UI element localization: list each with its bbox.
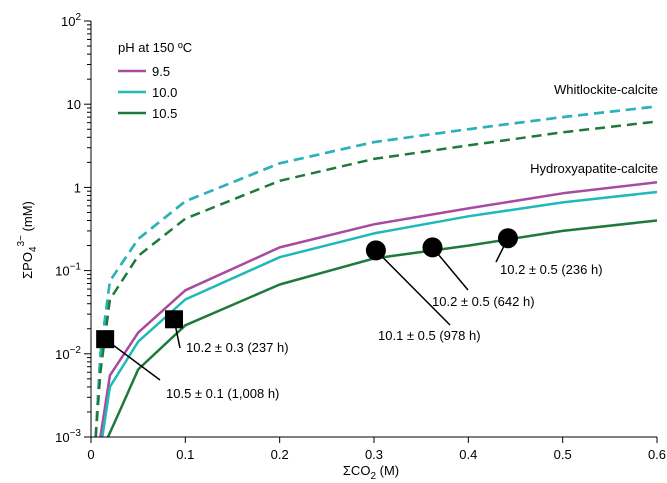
y-tick-label: 10−3 <box>55 428 81 445</box>
y-axis-label-main: ΣPO <box>20 252 35 279</box>
annotation-leader <box>375 249 451 326</box>
annotation-leader <box>104 338 161 381</box>
x-tick-label: 0.3 <box>365 447 383 462</box>
series-line-10-5-hydroxyapatite <box>106 219 658 438</box>
annotation-leader <box>431 246 469 291</box>
x-tick-label: 0.4 <box>459 447 477 462</box>
y-tick-label: 102 <box>61 12 81 29</box>
hydroxyapatite-label: Hydroxyapatite-calcite <box>530 161 658 176</box>
y-tick-label-base: 10 <box>55 430 69 445</box>
y-tick-label: 10−2 <box>55 345 81 362</box>
annotation-label: 10.2 ± 0.5 (236 h) <box>500 262 603 277</box>
legend-label-9-5: 9.5 <box>152 64 170 79</box>
y-tick-label-exp: −1 <box>70 262 82 273</box>
x-tick-label: 0.2 <box>271 447 289 462</box>
y-tick-label-base: 1 <box>74 180 81 195</box>
y-tick-label: 1 <box>74 180 81 195</box>
annotation-leader <box>173 319 181 349</box>
legend-label-10-0: 10.0 <box>152 85 177 100</box>
x-axis-label-main: ΣCO <box>343 463 371 478</box>
y-tick-label-exp: −3 <box>70 428 82 439</box>
x-axis-label: ΣCO2 (M) <box>343 463 399 482</box>
y-tick-label-exp: 2 <box>75 12 81 23</box>
x-tick-label: 0.5 <box>554 447 572 462</box>
x-tick-label: 0.6 <box>648 447 666 462</box>
y-tick-label-base: 10 <box>55 264 69 279</box>
y-tick-label-base: 10 <box>55 347 69 362</box>
y-tick-label-base: 10 <box>67 97 81 112</box>
annotation-label: 10.2 ± 0.5 (642 h) <box>432 294 535 309</box>
y-tick-label-base: 10 <box>61 14 75 29</box>
y-tick-label-exp: −2 <box>70 345 82 356</box>
y-axis-label: ΣPO43− (mM) <box>16 201 39 279</box>
measurement-circle <box>497 228 518 249</box>
legend: pH at 150 ºC 9.5 10.0 10.5 <box>118 40 192 121</box>
series-line-10-0-whitlockite <box>94 105 658 438</box>
whitlockite-label: Whitlockite-calcite <box>554 82 658 97</box>
x-axis-label-unit: (M) <box>376 463 399 478</box>
y-axis-label-unit: (mM) <box>20 201 35 235</box>
y-tick-label: 10−1 <box>55 262 81 279</box>
legend-title: pH at 150 ºC <box>118 40 192 55</box>
series-line-10-0-hydroxyapatite <box>101 190 658 438</box>
x-tick-label: 0.1 <box>176 447 194 462</box>
x-tick-label: 0 <box>87 447 94 462</box>
y-axis-label-sub: 4 <box>28 246 39 252</box>
curves <box>94 105 658 438</box>
annotation-leader <box>495 237 509 263</box>
annotations: 10.5 ± 0.1 (1,008 h) 10.2 ± 0.3 (237 h) 10… <box>104 237 603 401</box>
x-axis-label-sub: 2 <box>370 471 376 482</box>
annotation-label: 10.2 ± 0.3 (237 h) <box>186 340 289 355</box>
annotation-label: 10.5 ± 0.1 (1,008 h) <box>166 386 279 401</box>
y-axis-label-sup: 3− <box>16 235 27 247</box>
legend-label-10-5: 10.5 <box>152 106 177 121</box>
y-tick-label: 10 <box>67 97 81 112</box>
series-line-9-5-hydroxyapatite <box>99 181 658 438</box>
annotation-label: 10.1 ± 0.5 (978 h) <box>378 328 481 343</box>
